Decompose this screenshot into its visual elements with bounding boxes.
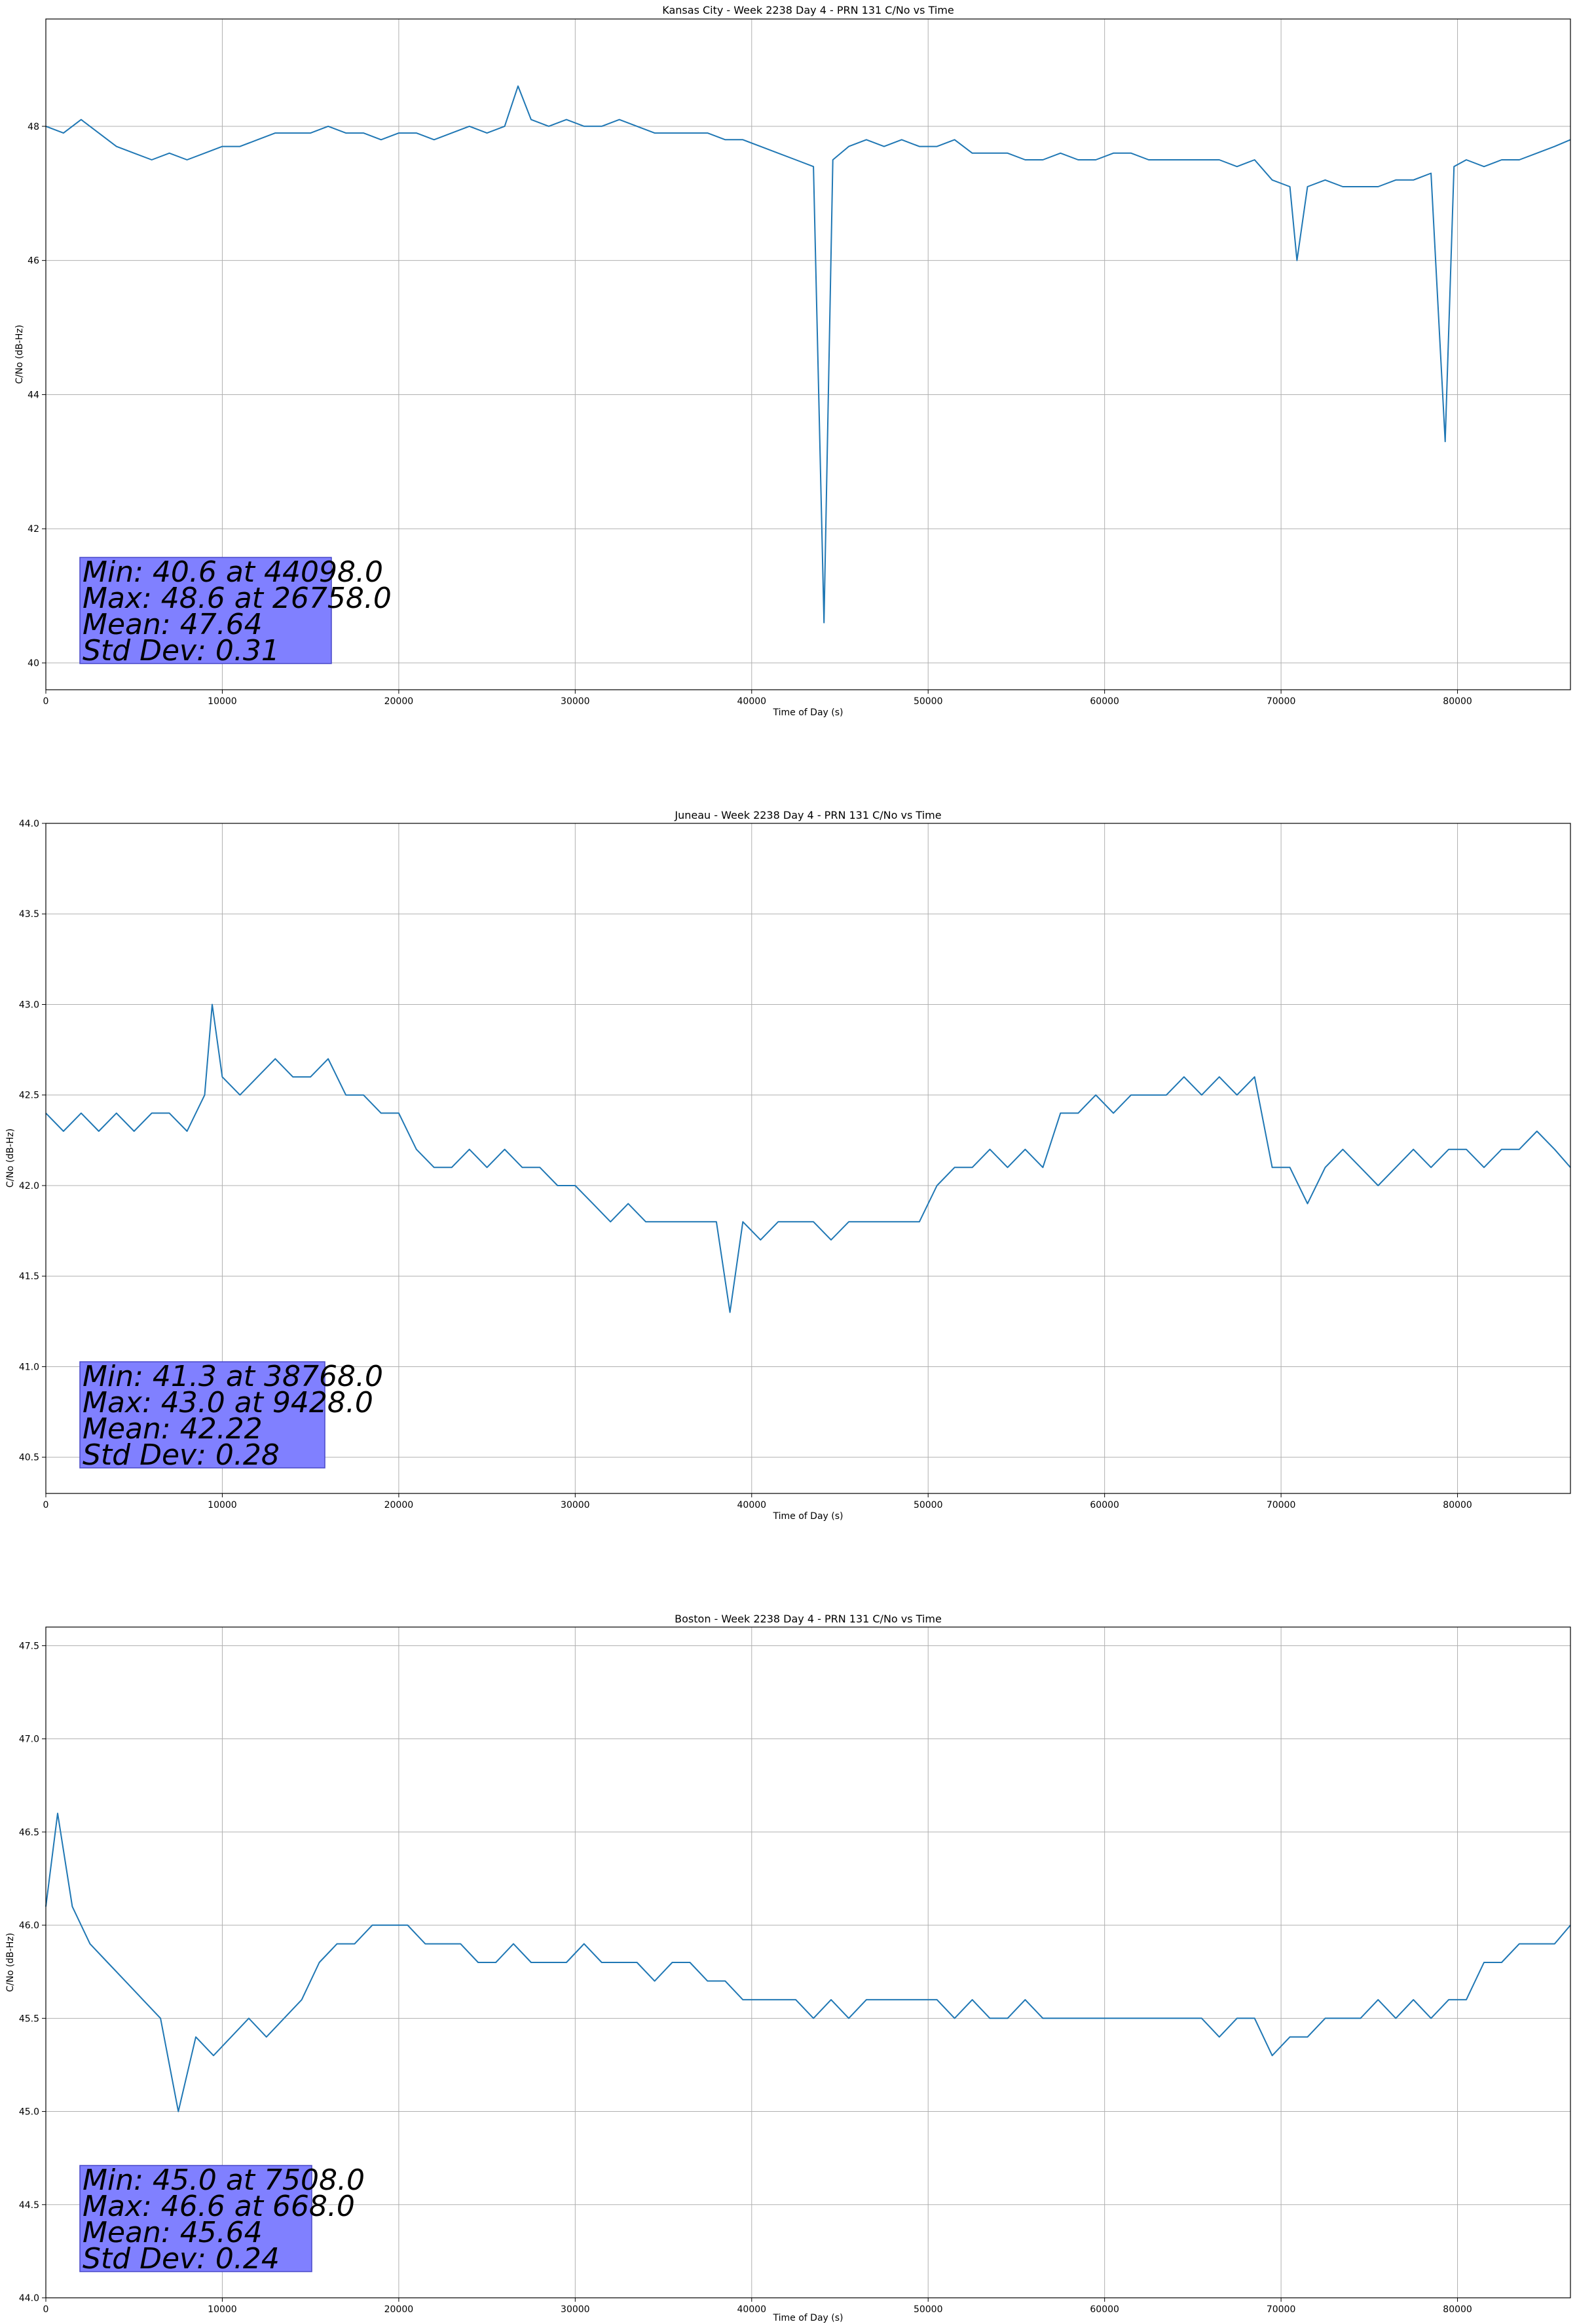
y-tick-label: 44.0: [19, 819, 39, 829]
y-tick-label: 47.5: [19, 1641, 39, 1651]
chart-title: Juneau - Week 2238 Day 4 - PRN 131 C/No …: [674, 809, 941, 821]
x-tick-label: 20000: [384, 696, 414, 707]
stats-min: Min: 45.0 at 7508.0: [83, 2164, 365, 2197]
x-tick-label: 20000: [384, 1500, 414, 1510]
x-tick-label: 10000: [208, 696, 237, 707]
x-tick-label: 60000: [1090, 1500, 1119, 1510]
x-ticks: 0 10000 20000 30000 40000 50000 60000 70000 8000…: [43, 2298, 1472, 2315]
chart-kansas-city: Kansas City - Week 2238 Day 4 - PRN 131 …: [14, 4, 1571, 718]
stats-box-background: [79, 1361, 325, 1469]
stats-mean: Mean: 42.22: [83, 1412, 263, 1446]
stats-max: Max: 46.6 at 668.0: [83, 2190, 355, 2223]
y-tick-label: 48: [28, 122, 39, 132]
stats-std-dev: Std Dev: 0.28: [83, 1438, 280, 1472]
y-tick-label: 46.0: [19, 1921, 39, 1931]
chart-boston: Boston - Week 2238 Day 4 - PRN 131 C/No …: [5, 1613, 1571, 2323]
x-tick-label: 50000: [914, 696, 943, 707]
x-tick-label: 60000: [1090, 2304, 1119, 2315]
stats-mean: Mean: 47.64: [83, 608, 263, 641]
y-tick-label: 41.0: [19, 1362, 39, 1372]
chart-title: Boston - Week 2238 Day 4 - PRN 131 C/No …: [675, 1613, 942, 1625]
y-tick-label: 46: [28, 256, 39, 267]
x-tick-label: 50000: [914, 2304, 943, 2315]
y-tick-label: 44: [28, 390, 39, 400]
plot-frame: [45, 1626, 1571, 2298]
y-tick-label: 40.5: [19, 1453, 39, 1463]
stats-annotation: Min: 45.0 at 7508.0 Max: 46.6 at 668.0 M…: [79, 2164, 365, 2276]
x-tick-label: 70000: [1267, 696, 1296, 707]
x-tick-label: 0: [43, 2304, 49, 2315]
series-plot: [45, 1812, 1571, 2112]
x-tick-label: 40000: [737, 696, 767, 707]
y-tick-label: 45.0: [19, 2107, 39, 2118]
y-tick-label: 42.0: [19, 1181, 39, 1191]
y-tick-label: 45.5: [19, 2014, 39, 2024]
x-tick-label: 70000: [1267, 1500, 1296, 1510]
stats-max: Max: 43.0 at 9428.0: [83, 1386, 373, 1419]
x-tick-label: 70000: [1267, 2304, 1296, 2315]
y-tick-label: 42: [28, 524, 39, 534]
series-line: [45, 85, 1571, 624]
x-axis-label: Time of Day (s): [773, 1511, 844, 1522]
series-plot: [45, 1003, 1571, 1313]
stats-box-background: [79, 2165, 312, 2272]
y-tick-label: 47.0: [19, 1734, 39, 1745]
series-plot: [45, 85, 1571, 624]
stats-box-background: [79, 557, 332, 664]
y-axis-label: C/No (dB-Hz): [14, 325, 25, 384]
x-axis-label: Time of Day (s): [773, 2313, 844, 2323]
stats-mean: Mean: 45.64: [83, 2216, 263, 2249]
y-tick-label: 40: [28, 658, 39, 669]
x-tick-label: 50000: [914, 1500, 943, 1510]
x-tick-label: 80000: [1443, 696, 1472, 707]
x-tick-label: 80000: [1443, 1500, 1472, 1510]
stats-annotation: Min: 41.3 at 38768.0 Max: 43.0 at 9428.0…: [79, 1360, 383, 1472]
y-tick-label: 46.5: [19, 1827, 39, 1838]
y-tick-label: 44.5: [19, 2200, 39, 2211]
stats-std-dev: Std Dev: 0.31: [83, 634, 280, 667]
x-tick-label: 60000: [1090, 696, 1119, 707]
y-tick-label: 42.5: [19, 1091, 39, 1101]
y-ticks: 40 42 44 46 48: [28, 122, 46, 669]
series-line: [45, 1003, 1571, 1313]
y-axis-label: C/No (dB-Hz): [5, 1129, 16, 1188]
x-tick-label: 30000: [561, 1500, 590, 1510]
x-tick-label: 40000: [737, 1500, 767, 1510]
y-ticks: 44.0 44.5 45.0 45.5 46.0 46.5 47.0 47.5: [19, 1641, 46, 2304]
plot-frame: [45, 18, 1571, 690]
y-tick-label: 43.5: [19, 909, 39, 920]
x-tick-label: 30000: [561, 2304, 590, 2315]
stats-max: Max: 48.6 at 26758.0: [83, 582, 392, 615]
series-line: [45, 1812, 1571, 2112]
y-tick-label: 43.0: [19, 1000, 39, 1010]
stats-std-dev: Std Dev: 0.24: [83, 2242, 280, 2276]
x-ticks: 0 10000 20000 30000 40000 50000 60000 70000 8000…: [43, 1493, 1472, 1510]
x-tick-label: 40000: [737, 2304, 767, 2315]
stats-min: Min: 40.6 at 44098.0: [83, 555, 383, 589]
x-axis-label: Time of Day (s): [773, 707, 844, 718]
stats-min: Min: 41.3 at 38768.0: [83, 1360, 383, 1393]
x-tick-label: 10000: [208, 2304, 237, 2315]
x-tick-label: 80000: [1443, 2304, 1472, 2315]
grid: [45, 19, 1570, 690]
x-tick-label: 0: [43, 1500, 49, 1510]
plot-frame: [45, 823, 1571, 1494]
stats-annotation: Min: 40.6 at 44098.0 Max: 48.6 at 26758.…: [79, 555, 392, 667]
x-tick-label: 20000: [384, 2304, 414, 2315]
x-tick-label: 30000: [561, 696, 590, 707]
y-axis-label: C/No (dB-Hz): [5, 1933, 16, 1992]
chart-title: Kansas City - Week 2238 Day 4 - PRN 131 …: [662, 4, 954, 16]
y-tick-label: 44.0: [19, 2293, 39, 2304]
x-tick-label: 10000: [208, 1500, 237, 1510]
x-ticks: 0 10000 20000 30000 40000 50000 60000 70000 8000…: [43, 690, 1472, 707]
chart-juneau: Juneau - Week 2238 Day 4 - PRN 131 C/No …: [5, 809, 1571, 1522]
x-tick-label: 0: [43, 696, 49, 707]
y-tick-label: 41.5: [19, 1271, 39, 1282]
y-ticks: 40.5 41.0 41.5 42.0 42.5 43.0 43.5 44.0: [19, 819, 46, 1463]
